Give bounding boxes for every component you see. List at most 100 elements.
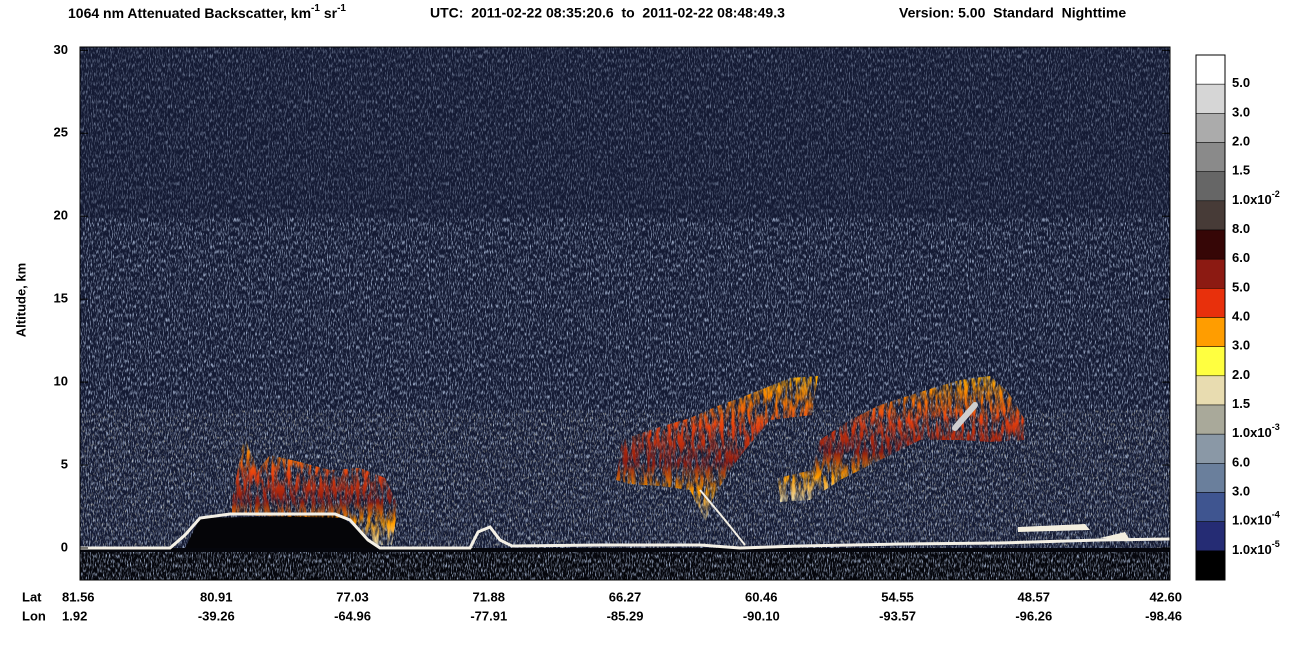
x-tick-label: -98.46: [1145, 608, 1182, 623]
x-tick-label: -39.26: [198, 608, 235, 623]
colorbar-swatch: [1195, 288, 1226, 318]
cloud: [616, 376, 818, 522]
colorbar-label-exp: -5: [1272, 539, 1280, 549]
title-exp: -1: [337, 3, 346, 14]
x-tick-label: 71.88: [472, 589, 505, 604]
colorbar-label-base: 8.0: [1232, 221, 1250, 236]
colorbar-frame: [1195, 54, 1226, 581]
colorbar-label-base: 3.0: [1232, 484, 1250, 499]
colorbar-swatch: [1195, 550, 1226, 581]
backscatter-image: [79, 46, 1171, 581]
colorbar-label: 2.0: [1232, 367, 1250, 382]
colorbar-label-base: 1.0x10: [1232, 513, 1272, 528]
x-tick-label: -90.10: [743, 608, 780, 623]
colorbar-label-base: 1.5: [1232, 163, 1250, 178]
surface-return: [1100, 532, 1130, 540]
colorbar: 5.03.02.01.51.0x10-28.06.05.04.03.02.01.…: [1195, 54, 1280, 581]
colorbar-label-base: 1.0x10: [1232, 542, 1272, 557]
colorbar-swatch: [1195, 171, 1226, 202]
colorbar-label-exp: -3: [1272, 423, 1280, 433]
colorbar-label: 4.0: [1232, 309, 1250, 324]
colorbar-label: 6.0: [1232, 455, 1250, 470]
x-tick-label: 54.55: [881, 589, 914, 604]
colorbar-label-base: 5.0: [1232, 280, 1250, 295]
x-tick-label: -77.91: [470, 608, 507, 623]
colorbar-label-base: 3.0: [1232, 338, 1250, 353]
x-tick-label: -93.57: [879, 608, 916, 623]
colorbar-swatch: [1195, 258, 1226, 289]
colorbar-label: 5.0: [1232, 280, 1250, 295]
title-text: 1064 nm Attenuated Backscatter, km: [68, 5, 311, 21]
surface-return: [80, 512, 1171, 550]
colorbar-label: 3.0: [1232, 484, 1250, 499]
colorbar-swatch: [1195, 54, 1226, 85]
colorbar-label-base: 6.0: [1232, 455, 1250, 470]
colorbar-swatch: [1195, 375, 1226, 406]
terrain: [185, 515, 380, 548]
y-tick-label: 15: [54, 291, 68, 306]
colorbar-label: 1.5: [1232, 163, 1250, 178]
x-tick-label: 77.03: [336, 589, 369, 604]
colorbar-label: 2.0: [1232, 134, 1250, 149]
colorbar-label: 8.0: [1232, 221, 1250, 236]
colorbar-label: 1.0x10-3: [1232, 423, 1280, 441]
x-tick-label: -85.29: [607, 608, 644, 623]
title-exp: -1: [311, 3, 320, 14]
y-tick-label: 30: [54, 42, 68, 57]
colorbar-label: 3.0: [1232, 338, 1250, 353]
surface-return: [1018, 524, 1090, 532]
y-tick-label: 5: [61, 456, 68, 471]
x-tick-label: -96.26: [1015, 608, 1052, 623]
surface-return: [699, 489, 746, 546]
colorbar-label-base: 1.0x10: [1232, 426, 1272, 441]
clouds: [232, 376, 1025, 545]
x-tick-label: 80.91: [200, 589, 233, 604]
colorbar-swatch: [1195, 200, 1226, 231]
colorbar-swatch: [1195, 346, 1226, 377]
colorbar-label-exp: -2: [1272, 189, 1280, 199]
colorbar-label: 5.0: [1232, 76, 1250, 91]
x-tick-label: -64.96: [334, 608, 371, 623]
x-tick-label: 60.46: [745, 589, 778, 604]
colorbar-label-exp: -4: [1272, 510, 1280, 520]
x-row-label: Lon: [22, 608, 46, 623]
x-tick-label: 48.57: [1017, 589, 1050, 604]
colorbar-label: 1.0x10-4: [1232, 510, 1280, 528]
colorbar-label-base: 6.0: [1232, 251, 1250, 266]
colorbar-label: 1.0x10-5: [1232, 539, 1280, 557]
colorbar-label-base: 1.5: [1232, 396, 1250, 411]
colorbar-label-base: 1.0x10: [1232, 192, 1272, 207]
colorbar-swatch: [1195, 317, 1226, 347]
colorbar-label: 1.5: [1232, 396, 1250, 411]
y-tick-label: 20: [54, 208, 68, 223]
x-tick-label: 66.27: [609, 589, 642, 604]
colorbar-swatch: [1195, 229, 1226, 260]
version: Version: 5.00 Standard Nighttime: [899, 5, 1126, 21]
x-tick-label: 81.56: [62, 589, 95, 604]
title-text: sr: [320, 5, 338, 21]
colorbar-swatch: [1195, 142, 1226, 172]
x-tick-label: 1.92: [62, 608, 87, 623]
cloud: [232, 436, 398, 545]
colorbar-swatch: [1195, 404, 1226, 435]
colorbar-label: 1.0x10-2: [1232, 189, 1280, 207]
y-tick-label: 0: [61, 539, 68, 554]
colorbar-swatch: [1195, 521, 1226, 552]
colorbar-label-base: 2.0: [1232, 367, 1250, 382]
utc: UTC: 2011-02-22 08:35:20.6 to 2011-02-22…: [430, 5, 785, 21]
y-tick-label: 10: [54, 374, 68, 389]
colorbar-label: 3.0: [1232, 105, 1250, 120]
cloud-core: [952, 402, 978, 431]
colorbar-label-base: 2.0: [1232, 134, 1250, 149]
x-tick-label: 42.60: [1149, 589, 1182, 604]
colorbar-label-base: 3.0: [1232, 105, 1250, 120]
colorbar-swatch: [1195, 492, 1226, 522]
image-noise: [80, 47, 1170, 217]
colorbar-swatch: [1195, 83, 1226, 114]
cloud: [778, 376, 1025, 502]
y-tick-label: 25: [54, 125, 68, 140]
title: 1064 nm Attenuated Backscatter, km-1 sr-…: [68, 3, 346, 21]
colorbar-label-base: 5.0: [1232, 76, 1250, 91]
colorbar-swatch: [1195, 463, 1226, 493]
